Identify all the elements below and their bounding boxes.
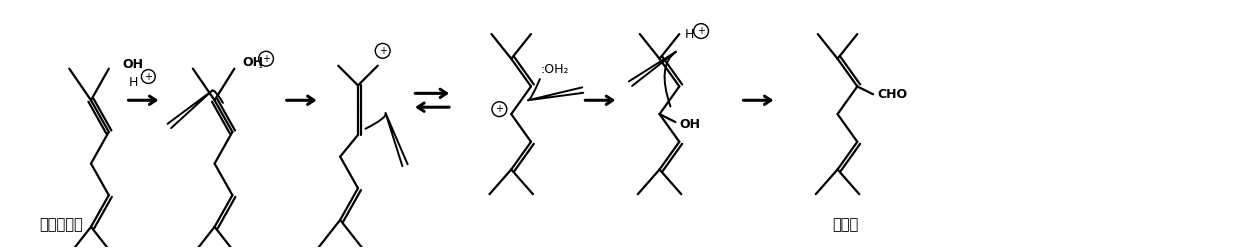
Text: 柠檬醇: 柠檬醇 [832, 217, 858, 232]
Text: :OH₂: :OH₂ [541, 63, 569, 76]
Text: 脱氢芳樟醇: 脱氢芳樟醇 [40, 217, 83, 232]
Text: H: H [129, 76, 139, 89]
Text: +: + [495, 104, 503, 114]
Text: OH: OH [242, 56, 263, 69]
Text: OH: OH [680, 118, 701, 130]
Text: +: + [144, 71, 153, 82]
Text: OH: OH [123, 58, 144, 71]
Text: +: + [378, 46, 387, 56]
Text: CHO: CHO [877, 88, 908, 101]
Text: H: H [684, 28, 694, 40]
Text: ₂: ₂ [258, 60, 262, 70]
Text: +: + [262, 54, 270, 64]
Text: +: + [697, 26, 706, 36]
